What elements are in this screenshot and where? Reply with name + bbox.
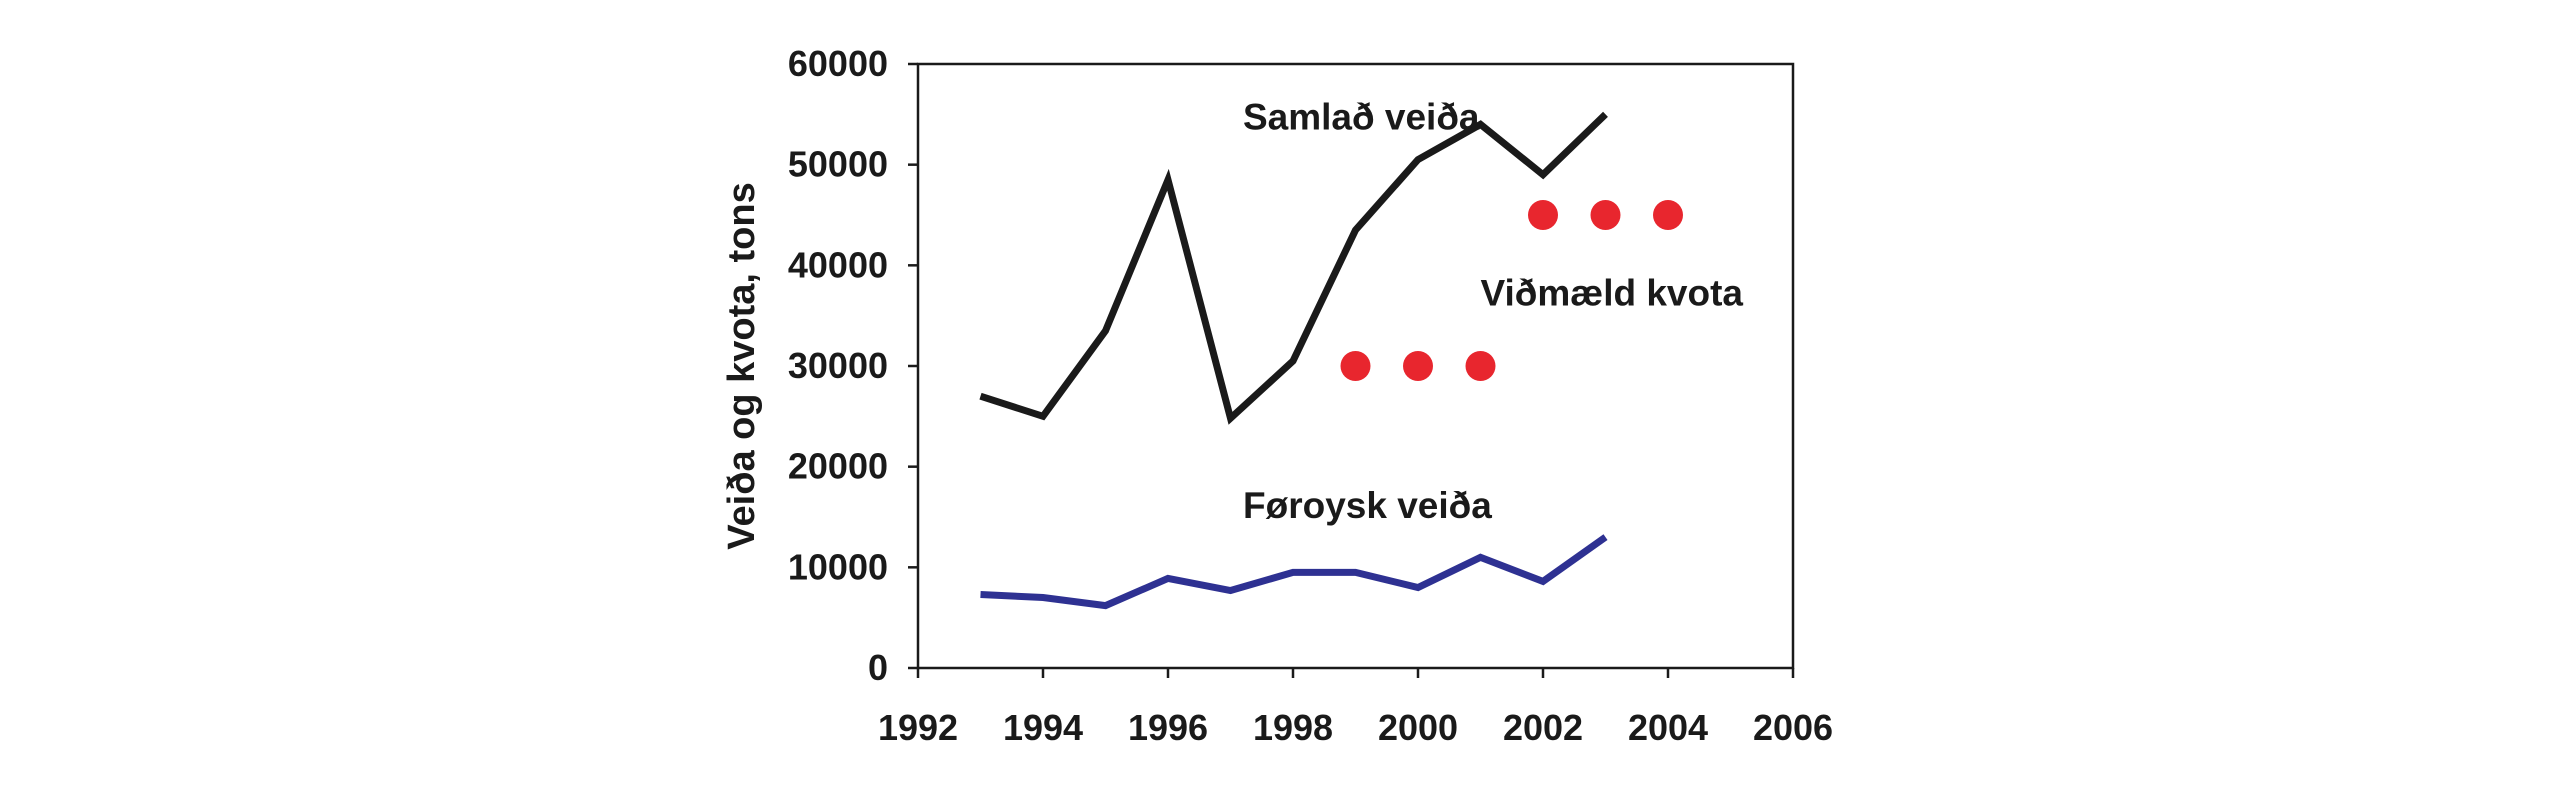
y-tick-label: 0 [868,647,888,688]
y-tick-label: 30000 [788,345,888,386]
series-annotation: Samlað veiða [1243,96,1480,137]
x-tick-label: 1992 [878,707,958,748]
y-tick-label: 10000 [788,546,888,587]
series-annotation: Viðmæld kvota [1481,273,1744,314]
annotations-group: Samlað veiða Viðmæld kvota Føroysk veiða [1243,96,1743,526]
y-tick-label: 60000 [788,43,888,84]
y-tick-label: 40000 [788,244,888,285]
x-axis-ticks: 1992 1994 1996 1998 2000 2002 2004 2006 [878,668,1833,748]
series-line-1 [980,534,1608,610]
x-tick-label: 2000 [1378,707,1458,748]
x-tick-label: 2006 [1753,707,1833,748]
y-axis-title: Veiða og kvota, tons [721,182,763,549]
quota-point [1653,200,1683,230]
quota-point [1590,200,1621,230]
y-axis-ticks: 0 10000 20000 30000 40000 50000 60000 [788,43,918,688]
x-tick-label: 1994 [1003,707,1083,748]
quota-point [1465,351,1496,381]
x-tick-label: 1998 [1253,707,1333,748]
quota-point [1403,351,1433,381]
quota-point [1528,200,1558,230]
series-annotation: Føroysk veiða [1243,485,1492,526]
series-line-0 [979,111,1608,425]
y-tick-label: 20000 [788,446,888,487]
x-tick-label: 1996 [1128,707,1208,748]
series-group [979,111,1683,610]
x-tick-label: 2002 [1503,707,1583,748]
x-tick-label: 2004 [1628,707,1708,748]
quota-point [1340,351,1371,381]
y-tick-label: 50000 [788,144,888,185]
y-axis-title-group: Veiða og kvota, tons [721,182,763,549]
